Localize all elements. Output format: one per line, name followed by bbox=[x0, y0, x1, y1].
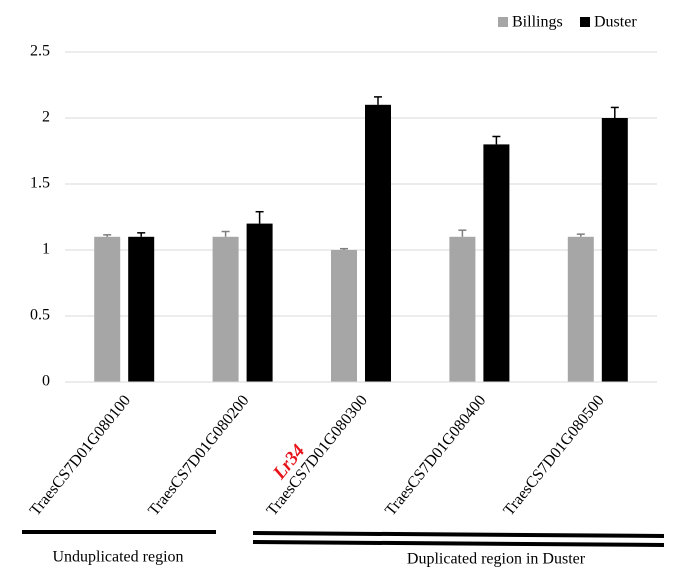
bar bbox=[331, 250, 357, 382]
bar bbox=[128, 236, 155, 382]
y-tick-label: 0 bbox=[42, 373, 50, 390]
error-bar bbox=[103, 234, 112, 237]
y-tick-label: 1.5 bbox=[30, 175, 50, 192]
legend-swatch bbox=[580, 17, 590, 27]
bar bbox=[94, 236, 121, 382]
y-tick-label: 1 bbox=[42, 241, 50, 258]
region-label: Duplicated region in Duster bbox=[407, 551, 586, 568]
error-bar bbox=[340, 247, 348, 250]
bar bbox=[567, 236, 594, 382]
error-bar bbox=[610, 106, 619, 118]
bar bbox=[483, 144, 510, 382]
region-label: Unduplicated region bbox=[52, 549, 183, 566]
bar bbox=[601, 118, 628, 382]
legend-label: Duster bbox=[594, 14, 637, 31]
bar bbox=[246, 223, 273, 382]
y-tick-label: 2.5 bbox=[30, 43, 50, 60]
bar bbox=[449, 236, 476, 382]
x-tick-label: TraesCS7D01G080500 bbox=[500, 392, 607, 519]
error-bar bbox=[221, 230, 230, 237]
legend-label: Billings bbox=[512, 14, 563, 31]
x-tick-label: TraesCS7D01G080200 bbox=[145, 392, 252, 519]
bar bbox=[365, 104, 391, 383]
bar bbox=[212, 236, 239, 382]
error-bar bbox=[492, 135, 501, 145]
error-bar bbox=[374, 96, 382, 105]
legend-swatch bbox=[498, 17, 508, 27]
y-tick-label: 0.5 bbox=[30, 307, 50, 324]
y-tick-label: 2 bbox=[42, 109, 50, 126]
x-tick-label: TraesCS7D01G080400 bbox=[382, 392, 489, 519]
region-bracket bbox=[252, 531, 665, 538]
error-bar bbox=[137, 232, 146, 237]
error-bar bbox=[458, 229, 467, 237]
region-bracket bbox=[252, 540, 665, 547]
error-bar bbox=[576, 233, 585, 237]
x-tick-label: TraesCS7D01G080100 bbox=[27, 392, 134, 519]
error-bar bbox=[255, 210, 264, 224]
